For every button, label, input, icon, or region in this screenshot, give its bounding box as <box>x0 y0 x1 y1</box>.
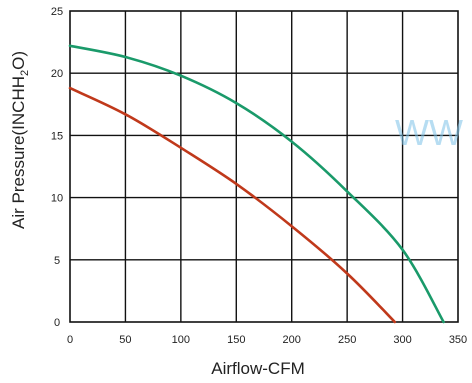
y-tick-label: 5 <box>54 255 60 267</box>
watermark-text: WW <box>395 112 463 153</box>
grid-lines <box>69 10 459 323</box>
x-tick-label: 350 <box>449 334 467 346</box>
y-axis-title-main: Air Pressure(INCHH <box>9 76 28 229</box>
x-tick-label: 300 <box>393 334 411 346</box>
series-line-2 <box>68 86 397 324</box>
y-tick-label: 15 <box>51 130 63 142</box>
series-line-1 <box>68 44 445 324</box>
y-tick-label: 10 <box>51 193 63 205</box>
x-axis-title: Airflow-CFM <box>211 359 305 378</box>
x-tick-label: 0 <box>67 334 73 346</box>
x-tick-labels: 0 50 100 150 200 250 300 350 <box>67 334 467 346</box>
y-tick-label: 20 <box>51 68 63 80</box>
x-tick-label: 250 <box>338 334 356 346</box>
x-tick-label: 150 <box>227 334 245 346</box>
x-tick-label: 100 <box>172 334 190 346</box>
x-tick-label: 200 <box>283 334 301 346</box>
y-axis-title-subscript: 2 <box>19 70 31 76</box>
series-group <box>68 44 445 324</box>
y-tick-label: 0 <box>54 317 60 329</box>
y-tick-label: 25 <box>51 6 63 18</box>
y-axis-title-tail: O) <box>9 51 28 70</box>
plot-frame <box>69 10 459 323</box>
x-tick-label: 50 <box>119 334 131 346</box>
y-axis-title: Air Pressure(INCHH2O) <box>9 51 31 229</box>
y-tick-labels: 0 5 10 15 20 25 <box>51 6 63 329</box>
